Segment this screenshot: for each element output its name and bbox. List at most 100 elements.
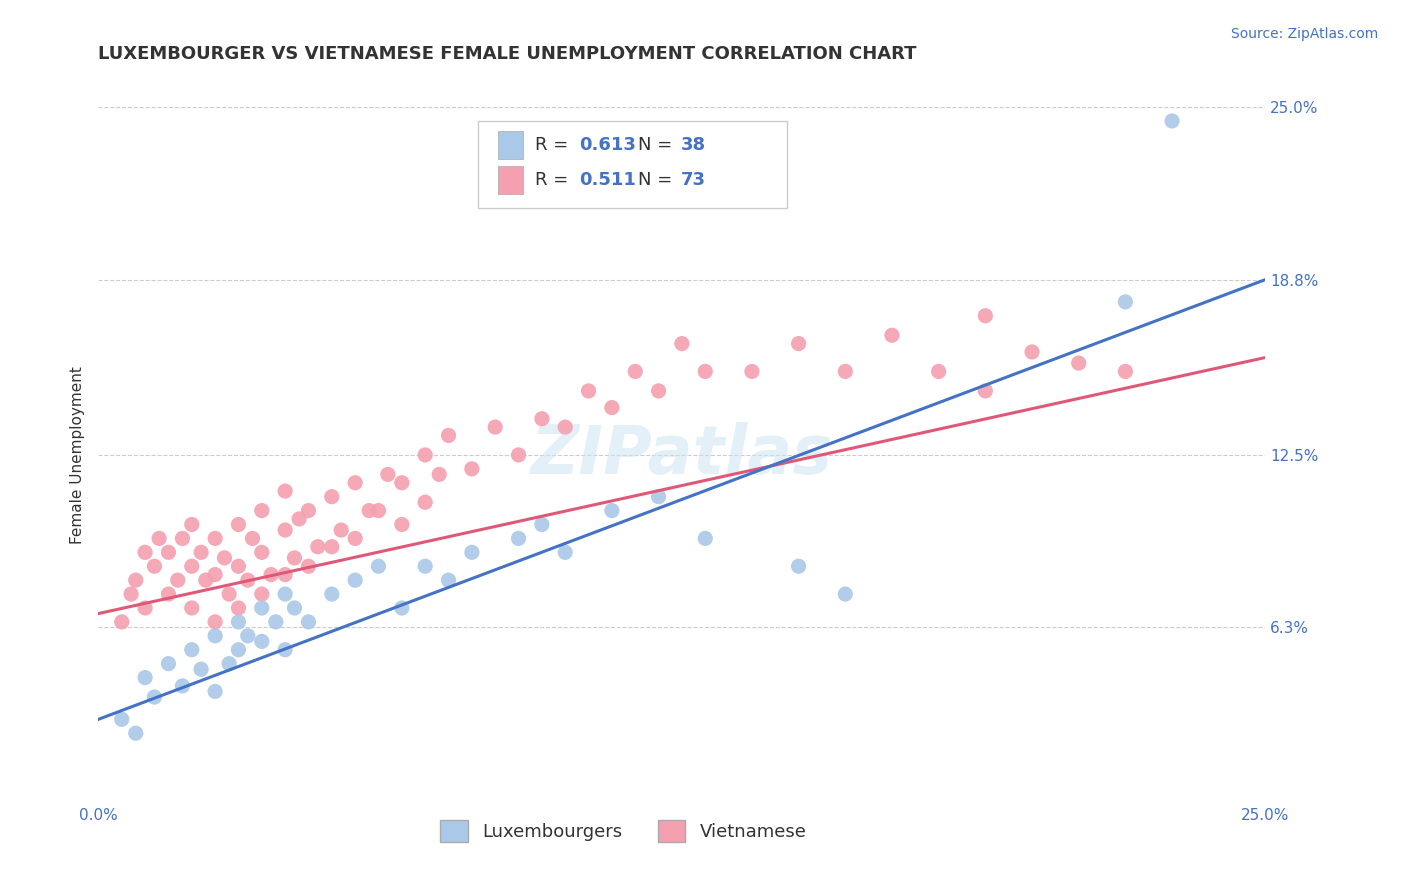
Point (344, 475, 367, 490)
Point (236, 629, 259, 643)
Point (359, 503, 381, 517)
Point (530, 517, 553, 532)
Point (274, 587, 297, 601)
Point (180, 559, 202, 574)
Point (321, 490, 343, 504)
Point (204, 532, 226, 546)
Point (250, 545, 273, 559)
Text: 38: 38 (681, 136, 706, 154)
Point (111, 712, 134, 726)
Point (274, 567, 297, 582)
Point (330, 523, 353, 537)
Text: LUXEMBOURGER VS VIETNAMESE FEMALE UNEMPLOYMENT CORRELATION CHART: LUXEMBOURGER VS VIETNAMESE FEMALE UNEMPL… (98, 45, 917, 62)
Point (250, 634, 273, 648)
Point (218, 657, 240, 671)
Point (236, 573, 259, 587)
Point (695, 532, 717, 546)
Point (134, 671, 156, 685)
Point (228, 615, 250, 629)
Point (190, 662, 212, 676)
Point (125, 726, 148, 740)
Point (554, 420, 576, 434)
Point (228, 559, 250, 574)
Bar (498, 131, 523, 159)
Point (157, 545, 180, 559)
Point (157, 657, 180, 671)
Point (647, 490, 669, 504)
FancyBboxPatch shape (478, 121, 787, 208)
Point (578, 384, 600, 398)
Point (367, 559, 389, 574)
Point (391, 601, 413, 615)
Point (204, 684, 226, 698)
Point (880, 328, 903, 343)
Point (242, 532, 264, 546)
Text: R =: R = (534, 171, 574, 189)
Point (413, 448, 436, 462)
Point (741, 364, 763, 378)
Point (344, 573, 367, 587)
Text: Source: ZipAtlas.com: Source: ZipAtlas.com (1230, 27, 1378, 41)
Point (134, 601, 156, 615)
Point (120, 587, 142, 601)
Point (1114, 294, 1136, 309)
Point (600, 401, 623, 415)
Text: N =: N = (637, 136, 678, 154)
Point (204, 615, 226, 629)
Text: N =: N = (637, 171, 678, 189)
Point (190, 545, 212, 559)
Point (283, 601, 305, 615)
Point (250, 503, 273, 517)
Point (437, 428, 460, 442)
Point (367, 503, 389, 517)
Point (554, 545, 576, 559)
Text: ZIPatlas: ZIPatlas (531, 422, 832, 488)
Point (143, 690, 166, 704)
Point (461, 462, 484, 476)
Text: 73: 73 (681, 171, 706, 189)
Point (204, 567, 226, 582)
Y-axis label: Female Unemployment: Female Unemployment (69, 366, 84, 544)
Point (600, 503, 623, 517)
Legend: Luxembourgers, Vietnamese: Luxembourgers, Vietnamese (433, 813, 814, 849)
Point (143, 559, 166, 574)
Point (157, 587, 180, 601)
Point (508, 532, 530, 546)
Point (172, 532, 194, 546)
Point (1067, 356, 1090, 370)
Point (413, 559, 436, 574)
Point (228, 601, 250, 615)
Point (391, 517, 413, 532)
Point (297, 559, 319, 574)
Point (427, 467, 450, 482)
Point (1021, 345, 1043, 359)
Point (274, 484, 297, 499)
Point (204, 629, 226, 643)
Point (214, 550, 236, 565)
Point (274, 642, 297, 657)
Point (928, 364, 950, 378)
Point (228, 642, 250, 657)
Point (974, 384, 997, 398)
Point (344, 532, 367, 546)
Point (461, 545, 484, 559)
Point (787, 559, 810, 574)
Point (1161, 114, 1184, 128)
Point (530, 411, 553, 425)
Point (508, 448, 530, 462)
Point (283, 550, 305, 565)
Point (250, 587, 273, 601)
Point (695, 364, 717, 378)
Point (172, 679, 194, 693)
Text: 0.511: 0.511 (579, 171, 636, 189)
Point (391, 475, 413, 490)
Point (307, 540, 329, 554)
Point (148, 532, 170, 546)
Point (180, 601, 202, 615)
Point (834, 587, 856, 601)
Point (321, 540, 343, 554)
Point (111, 615, 134, 629)
Point (125, 573, 148, 587)
Point (218, 587, 240, 601)
Point (321, 587, 343, 601)
